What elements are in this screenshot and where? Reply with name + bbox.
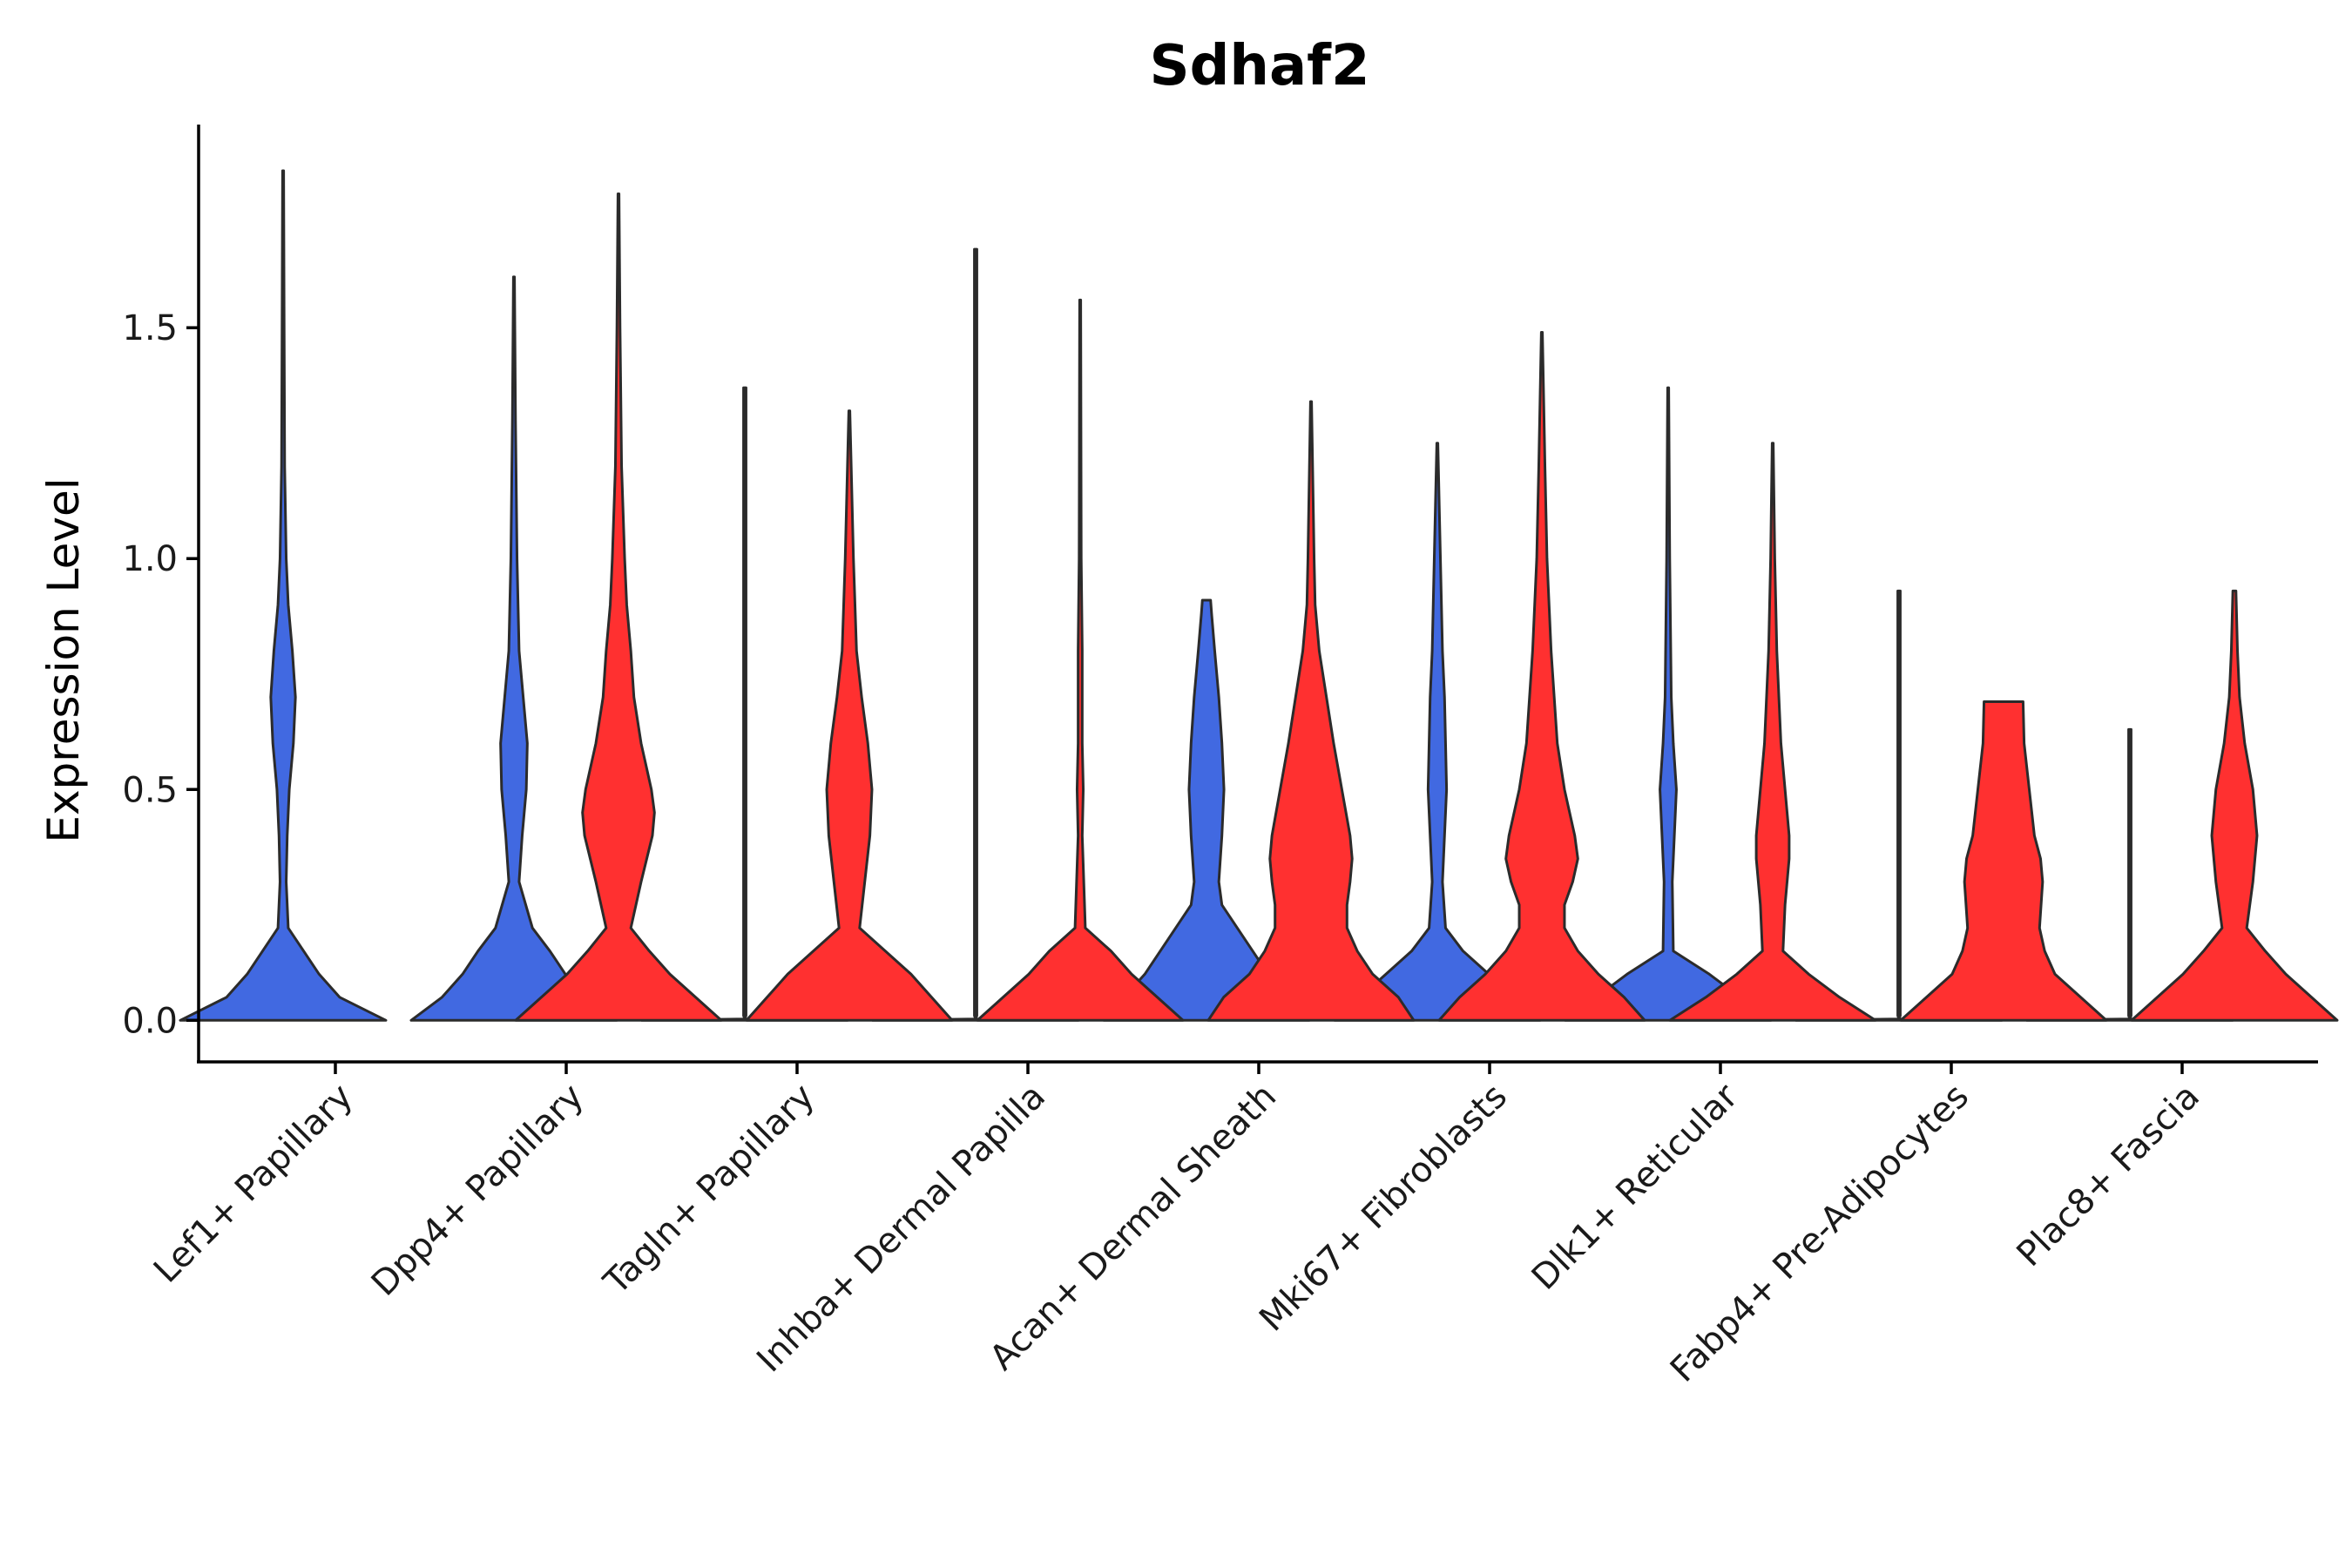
violin-inhba-dermal-papilla-red — [976, 298, 1185, 1022]
y-tick-label: 1.5 — [122, 308, 178, 348]
x-tick-label: Lef1+ Papillary — [146, 1077, 361, 1291]
violin-dpp4-papillary-blue — [409, 275, 618, 1022]
violin-mki67-fibroblasts-blue — [1333, 442, 1542, 1022]
violin-tagln-papillary-blue — [640, 386, 849, 1022]
violin-mki67-fibroblasts-red — [1437, 331, 1646, 1022]
violin-dpp4-papillary-red — [514, 193, 723, 1022]
violin-acan-dermal-sheath-red — [1206, 400, 1416, 1022]
x-tick-label: Tagln+ Papillary — [596, 1077, 822, 1303]
x-tick-label: Dlk1+ Reticular — [1524, 1076, 1747, 1298]
x-tick-label: Dpp4+ Papillary — [364, 1077, 591, 1304]
chart-title: Sdhaf2 — [1149, 34, 1369, 98]
y-tick-label: 1.0 — [122, 539, 178, 579]
violin-dlk1-reticular-blue — [1564, 386, 1773, 1022]
y-tick-label: 0.0 — [122, 1001, 178, 1041]
violin-lef1-papillary-blue — [179, 169, 388, 1022]
x-ticks: Lef1+ Papillary Dpp4+ Papillary Tagln+ Pap… — [146, 1062, 2207, 1390]
y-axis-label: Expression Level — [38, 477, 89, 842]
violin-layer — [179, 169, 2339, 1022]
violin-plac8-fascia-red — [2130, 589, 2339, 1022]
y-tick-label: 0.5 — [122, 770, 178, 810]
violin-tagln-papillary-red — [745, 409, 954, 1022]
y-ticks: 0.0 0.5 1.0 1.5 — [122, 308, 199, 1041]
violin-fabp4-pre-adipocytes-red — [1899, 700, 2108, 1022]
violin-dlk1-reticular-red — [1668, 442, 1877, 1022]
violin-acan-dermal-sheath-blue — [1102, 598, 1311, 1022]
violin-inhba-dermal-papilla-blue — [871, 247, 1080, 1022]
x-tick-label: Mki67+ Fibroblasts — [1252, 1077, 1515, 1340]
x-tick-label: Plac8+ Fascia — [2010, 1077, 2208, 1275]
